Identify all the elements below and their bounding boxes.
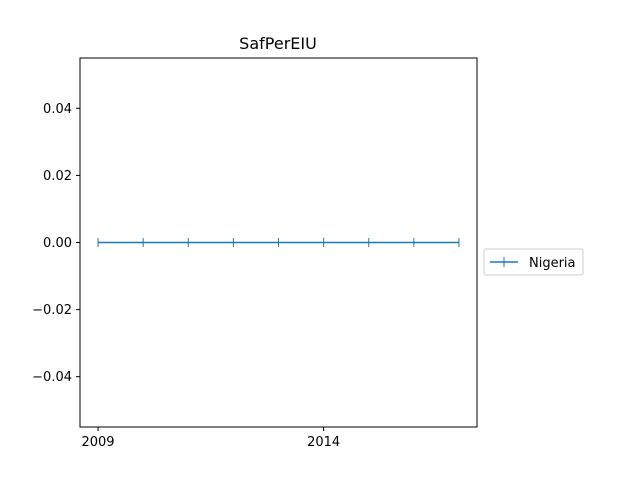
legend: Nigeria [483, 248, 584, 276]
x-tick-label: 2014 [307, 435, 340, 450]
y-tick-label: 0.02 [43, 169, 72, 184]
y-tick-label: −0.02 [32, 303, 72, 318]
legend-box [483, 248, 584, 276]
chart-title: SafPerEIU [239, 34, 317, 53]
plot-area: −0.04 −0.02 0.00 0.02 0.04 2009 2014 [32, 57, 478, 450]
y-tick-label: −0.04 [32, 370, 72, 385]
y-tick-label: 0.00 [43, 236, 72, 251]
y-tick-label: 0.04 [43, 102, 72, 117]
x-tick-label: 2009 [81, 435, 114, 450]
legend-label-nigeria: Nigeria [529, 256, 576, 271]
